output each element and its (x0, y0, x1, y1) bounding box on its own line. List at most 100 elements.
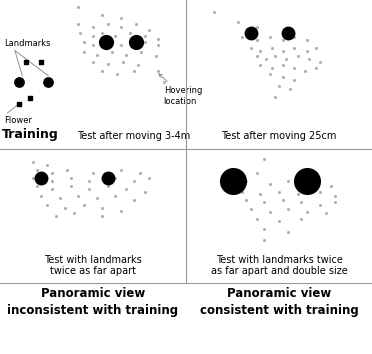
Point (291, 78, 297, 83)
Point (304, 48, 310, 53)
Text: Test after moving 25cm: Test after moving 25cm (221, 131, 337, 141)
Point (49, 178, 55, 184)
Point (81, 49, 87, 55)
Point (38, 193, 44, 199)
Point (267, 209, 273, 215)
Point (230, 178, 235, 184)
Point (105, 176, 111, 181)
Point (161, 79, 167, 85)
Text: Hovering
location: Hovering location (159, 74, 202, 105)
Point (155, 36, 161, 41)
Point (94, 196, 100, 201)
Point (114, 72, 120, 77)
Point (306, 57, 312, 62)
Point (291, 34, 297, 40)
Point (254, 216, 260, 222)
Point (267, 34, 273, 40)
Point (313, 45, 319, 50)
Point (127, 30, 133, 35)
Text: Flower: Flower (4, 116, 32, 125)
Point (124, 186, 129, 192)
Point (90, 42, 96, 47)
Point (103, 39, 109, 45)
Point (53, 213, 59, 219)
Point (254, 170, 260, 176)
Point (267, 72, 273, 77)
Point (295, 192, 301, 197)
Text: Test with landmarks
twice as far apart: Test with landmarks twice as far apart (44, 255, 142, 276)
Point (298, 216, 304, 222)
Point (34, 183, 40, 189)
Point (254, 24, 260, 30)
Point (261, 200, 267, 205)
Point (155, 69, 161, 74)
Point (112, 193, 118, 199)
Point (16, 101, 22, 107)
Point (317, 189, 323, 195)
Point (272, 54, 278, 59)
Point (285, 206, 291, 212)
Point (235, 167, 241, 173)
Point (304, 209, 310, 215)
Point (283, 57, 289, 62)
Point (328, 183, 334, 189)
Point (137, 170, 142, 176)
Point (131, 69, 137, 74)
Point (86, 186, 92, 192)
Point (254, 37, 260, 43)
Point (239, 189, 245, 195)
Point (261, 237, 267, 243)
Point (45, 79, 51, 85)
Point (257, 63, 263, 68)
Point (44, 162, 49, 168)
Point (285, 178, 291, 184)
Point (38, 59, 44, 65)
Point (291, 65, 297, 71)
Point (99, 205, 105, 211)
Point (23, 59, 29, 65)
Point (280, 74, 286, 80)
Text: Test with landmarks twice
as far apart and double size: Test with landmarks twice as far apart a… (211, 255, 347, 276)
Point (304, 37, 310, 43)
Point (112, 176, 118, 181)
Point (257, 192, 263, 197)
Point (261, 156, 267, 162)
Point (118, 167, 124, 173)
Point (94, 52, 100, 58)
Point (295, 54, 301, 59)
Point (38, 176, 44, 181)
Point (34, 167, 40, 173)
Point (75, 5, 81, 10)
Point (248, 45, 254, 50)
Point (81, 202, 87, 208)
Point (133, 39, 139, 45)
Text: Test after moving 3-4m: Test after moving 3-4m (77, 131, 190, 141)
Point (332, 200, 338, 205)
Point (135, 63, 141, 68)
Point (269, 65, 275, 71)
Point (257, 48, 263, 53)
Point (272, 94, 278, 99)
Point (86, 178, 92, 184)
Point (75, 21, 81, 27)
Point (285, 30, 291, 35)
Point (68, 176, 74, 181)
Point (131, 197, 137, 202)
Text: Training: Training (2, 128, 59, 141)
Point (317, 59, 323, 65)
Point (27, 95, 33, 101)
Point (146, 27, 152, 33)
Point (118, 208, 124, 213)
Point (291, 45, 297, 50)
Point (153, 54, 159, 59)
Point (142, 39, 148, 45)
Point (280, 197, 286, 202)
Point (276, 218, 282, 224)
Point (298, 200, 304, 205)
Point (235, 19, 241, 25)
Point (317, 202, 323, 208)
Point (142, 189, 148, 195)
Point (49, 170, 55, 176)
Point (138, 49, 144, 55)
Point (118, 24, 124, 30)
